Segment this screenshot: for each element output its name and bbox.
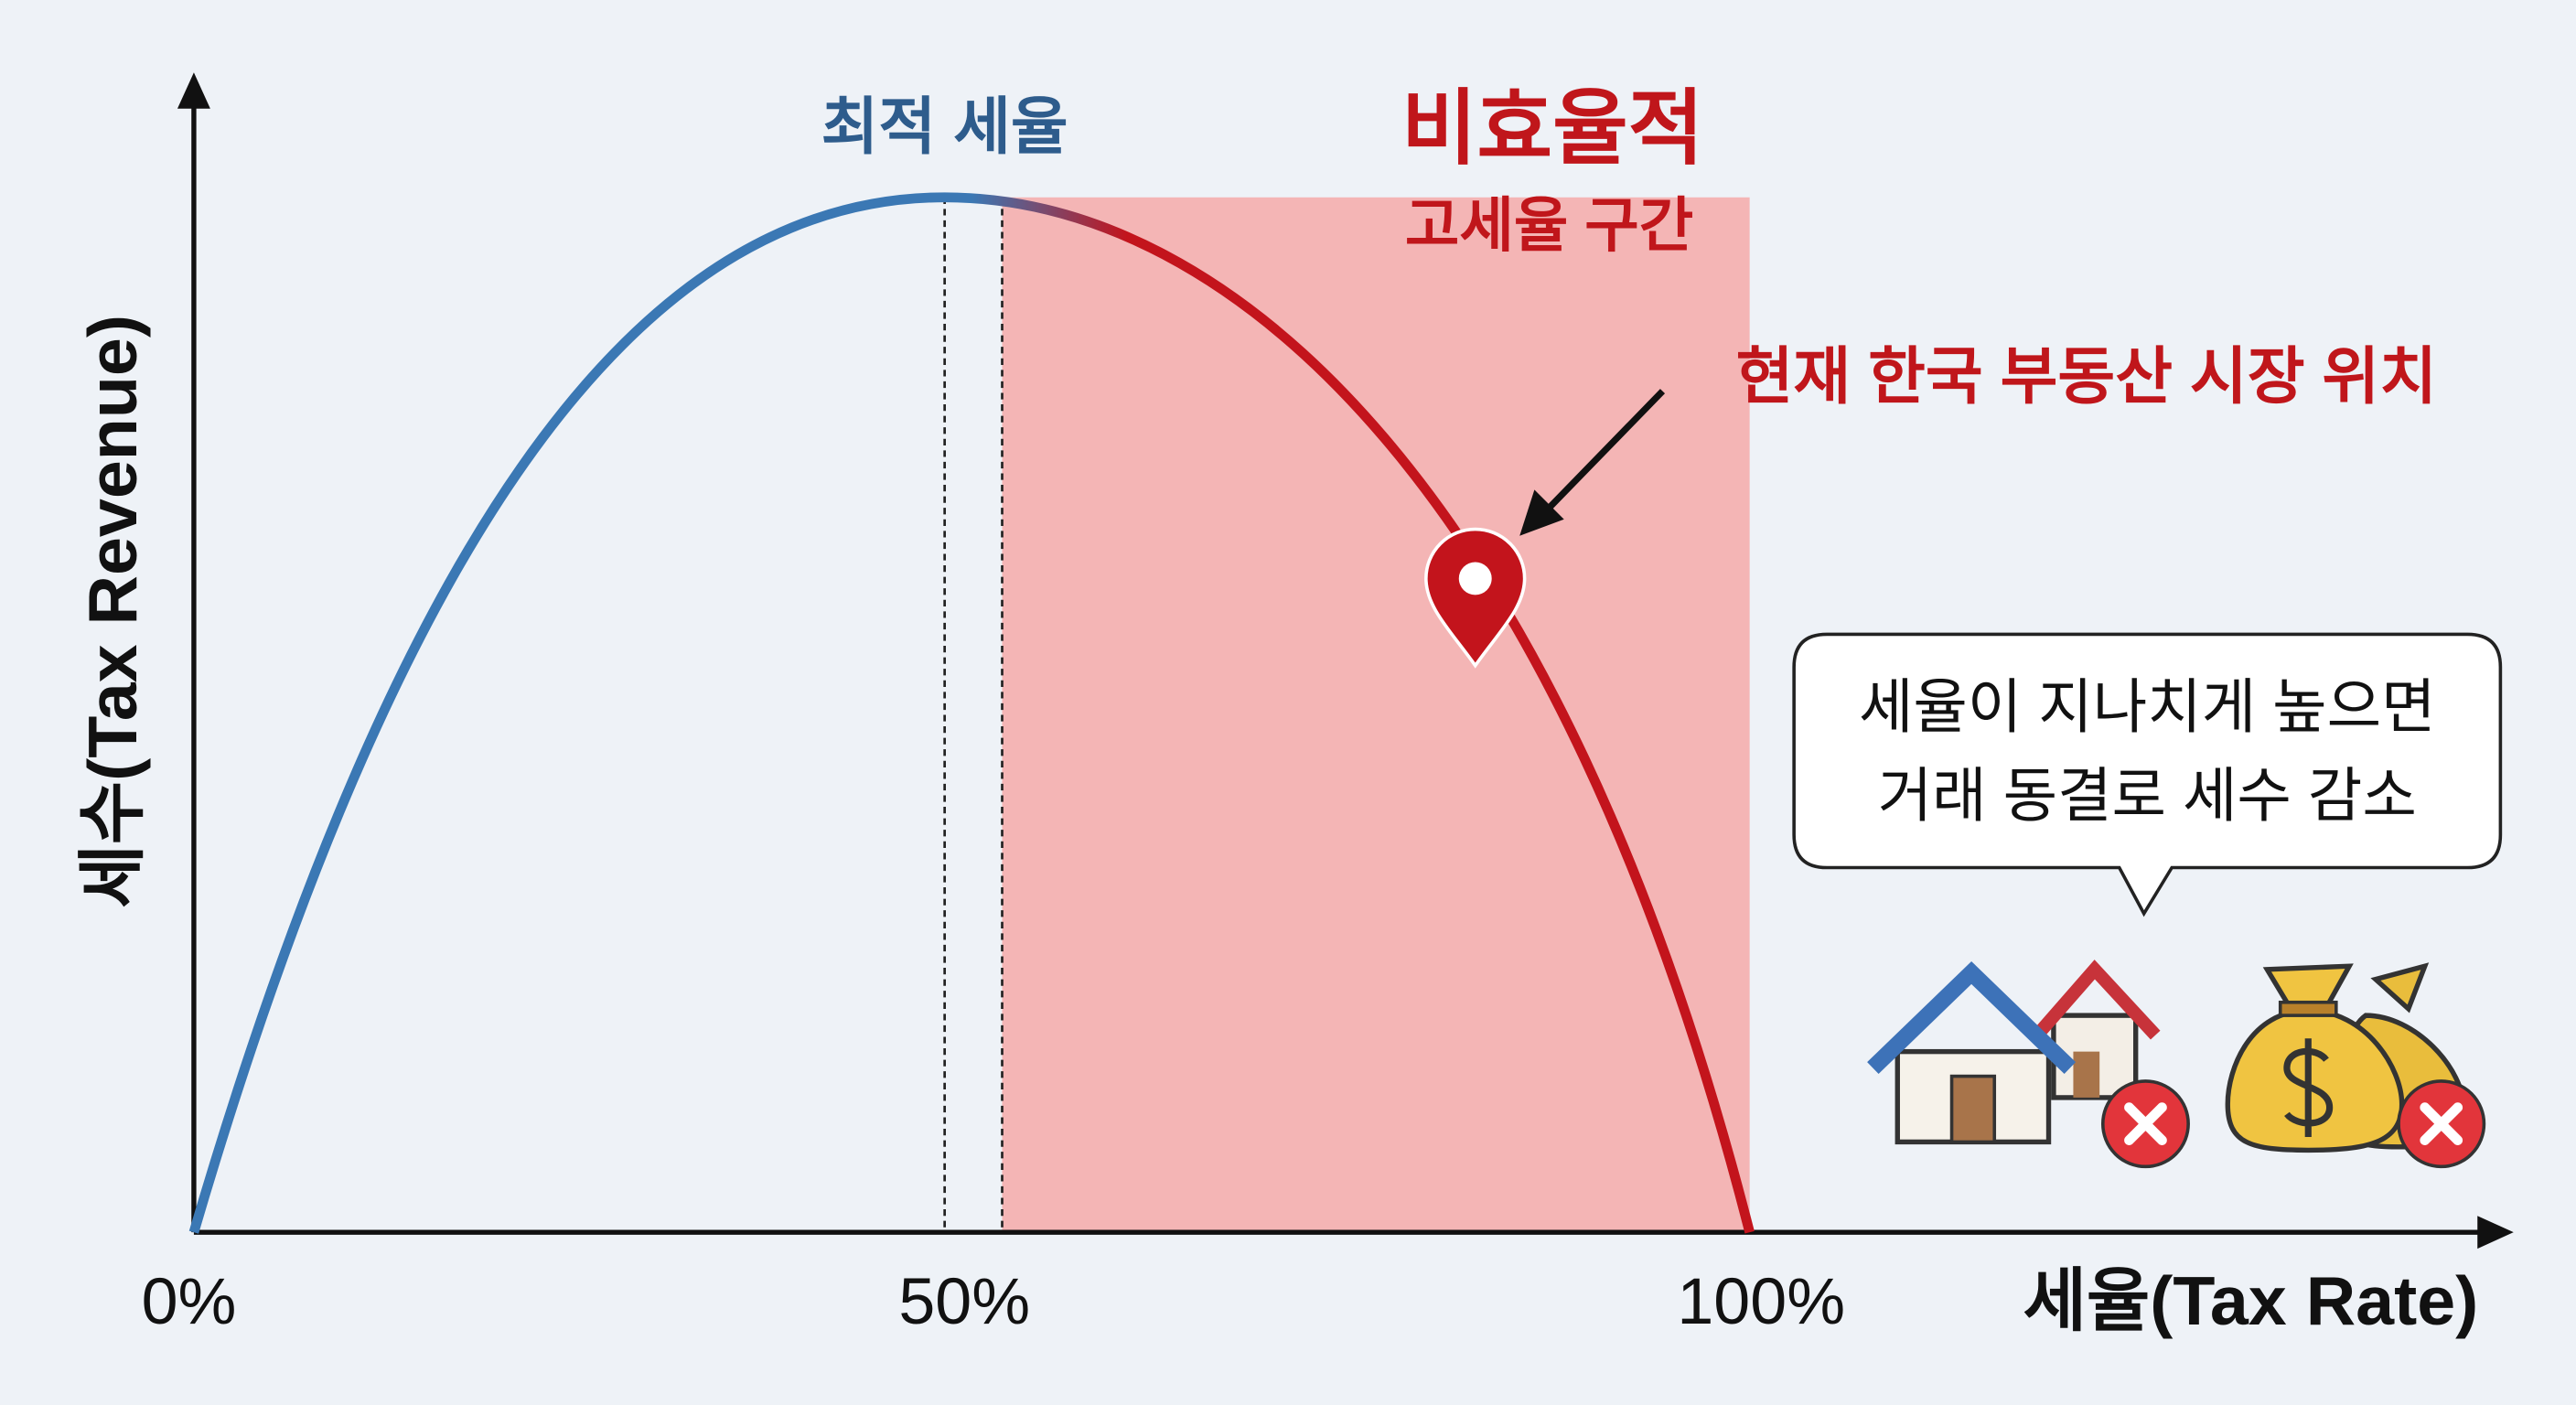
optimal-label: 최적 세율 — [821, 92, 1068, 162]
y-axis-arrow — [177, 72, 210, 109]
inefficient-subtitle: 고세율 구간 — [1405, 192, 1693, 259]
pointer-arrow — [1541, 389, 1666, 516]
laffer-curve — [188, 192, 1755, 1234]
x-axis-title: 세율(Tax Rate) — [2023, 1262, 2479, 1339]
y-axis-title: 세수(Tax Revenue) — [74, 315, 151, 908]
callout-line: 세율이 지나치게 높으면 — [1859, 673, 2436, 740]
x-tick-label: 100% — [1677, 1265, 1845, 1338]
x-tick-label: 0% — [142, 1265, 237, 1338]
x-tick-label: 50% — [898, 1265, 1030, 1338]
callout-bubble — [1792, 632, 2503, 917]
pin-dot — [1458, 562, 1492, 595]
current-position-label: 현재 한국 부동산 시장 위치 — [1736, 342, 2437, 412]
inefficient-title: 비효율적 — [1401, 83, 1703, 175]
x-axis-arrow — [2477, 1216, 2514, 1249]
inefficient-zone — [1002, 197, 1750, 1233]
location-pin — [1424, 527, 1527, 669]
money-icons — [2225, 962, 2486, 1169]
pointer-arrowhead — [1519, 489, 1564, 536]
house-icons — [1867, 960, 2190, 1169]
callout-line: 거래 동결로 세수 감소 — [1878, 762, 2417, 829]
